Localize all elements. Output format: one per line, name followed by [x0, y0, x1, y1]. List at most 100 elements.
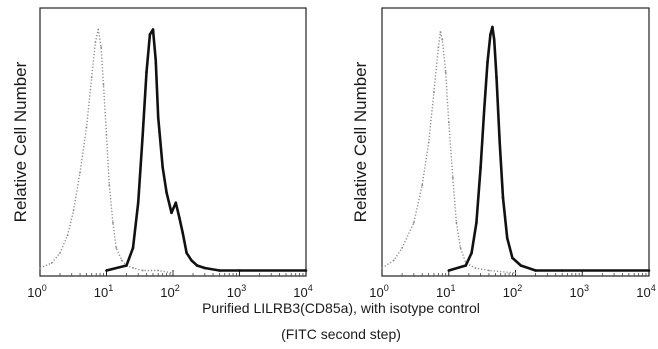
left-lilrb3-curve — [106, 28, 306, 272]
left-lilrb3-point-16 — [185, 251, 188, 255]
right-lilrb3-point-14 — [511, 256, 514, 260]
left-isotype-point-12 — [105, 134, 108, 136]
left-lilrb3-point-21 — [238, 269, 241, 272]
right-isotype-point-12 — [451, 176, 454, 179]
right-lilrb3-point-15 — [519, 264, 523, 267]
left-isotype-point-13 — [108, 184, 111, 187]
left-x-tick-label-3: 103 — [227, 283, 246, 300]
left-isotype-point-1 — [50, 262, 53, 264]
right-isotype-point-1 — [392, 259, 395, 262]
right-lilrb3-point-5 — [482, 108, 486, 112]
right-lilrb3-point-4 — [479, 166, 482, 169]
right-isotype-point-0 — [381, 267, 383, 269]
right-isotype-point-6 — [433, 91, 435, 94]
left-isotype-point-19 — [141, 269, 144, 272]
left-panel: Relative Cell Number 100 101 102 103 104 — [11, 7, 313, 300]
left-x-tick-label-2: 102 — [160, 283, 179, 300]
left-lilrb3-point-22 — [304, 269, 308, 272]
left-isotype-point-16 — [120, 259, 123, 262]
x-axis-caption-line-2: (FITC second step) — [281, 326, 401, 342]
left-lilrb3-point-18 — [195, 264, 199, 267]
left-lilrb3-point-19 — [203, 266, 206, 270]
left-lilrb3-point-7 — [151, 28, 155, 31]
right-panel: Relative Cell Number 100 101 102 103 104 — [351, 7, 656, 300]
right-lilrb3-point-0 — [447, 269, 451, 272]
left-x-ticks: 100 101 102 103 104 — [27, 270, 313, 300]
right-isotype-point-16 — [474, 267, 477, 269]
left-lilrb3-point-6 — [148, 33, 152, 36]
right-y-axis-label: Relative Cell Number — [351, 61, 370, 222]
right-isotype-point-10 — [444, 71, 447, 74]
right-lilrb3-point-17 — [560, 269, 564, 272]
left-x-tick-label-1: 101 — [94, 283, 113, 300]
left-isotype-point-4 — [72, 209, 75, 212]
left-lilrb3-point-12 — [170, 211, 173, 215]
left-lilrb3-point-13 — [174, 201, 178, 204]
left-isotype-point-6 — [85, 126, 88, 129]
right-lilrb3-point-6 — [486, 60, 489, 64]
left-isotype-point-0 — [39, 267, 41, 269]
left-lilrb3-point-1 — [125, 264, 128, 267]
left-isotype-point-5 — [79, 171, 81, 174]
right-isotype-point-5 — [427, 141, 430, 144]
left-isotype-point-10 — [100, 46, 102, 48]
left-isotype-point-15 — [115, 247, 118, 249]
left-lilrb3-point-20 — [218, 269, 221, 272]
right-lilrb3-curve — [448, 25, 649, 272]
left-isotype-point-21 — [172, 272, 174, 274]
right-lilrb3-point-8 — [491, 25, 494, 29]
right-lilrb3-point-12 — [501, 196, 505, 199]
left-lilrb3-point-4 — [141, 133, 144, 137]
right-isotype-point-8 — [439, 31, 442, 33]
left-x-tick-label-4: 104 — [293, 283, 312, 300]
right-isotype-point-18 — [514, 272, 517, 274]
left-isotype-point-3 — [66, 234, 69, 237]
left-isotype-point-11 — [102, 83, 105, 86]
right-isotype-point-14 — [459, 247, 462, 249]
left-y-axis-label: Relative Cell Number — [11, 61, 30, 222]
right-x-tick-label-4: 104 — [636, 283, 655, 300]
right-lilrb3-point-16 — [534, 269, 537, 272]
right-isotype-point-3 — [412, 221, 415, 224]
left-lilrb3-point-2 — [131, 246, 135, 250]
left-isotype-point-9 — [97, 28, 100, 31]
right-isotype-point-17 — [488, 269, 490, 272]
right-lilrb3-point-7 — [489, 33, 492, 36]
left-lilrb3-point-15 — [181, 231, 184, 235]
right-x-tick-label-1: 101 — [436, 283, 455, 300]
left-isotype-point-2 — [59, 252, 61, 254]
right-isotype-point-4 — [421, 184, 424, 187]
right-lilrb3-point-1 — [464, 264, 468, 267]
left-lilrb3-point-14 — [178, 216, 181, 220]
right-x-tick-label-0: 100 — [369, 283, 388, 300]
right-lilrb3-point-10 — [495, 75, 498, 79]
left-lilrb3-point-0 — [105, 269, 108, 272]
left-lilrb3-point-5 — [145, 70, 148, 74]
right-lilrb3-point-18 — [647, 269, 651, 272]
x-axis-caption-line-1: Purified LILRB3(CD85a), with isotype con… — [202, 300, 480, 316]
left-x-tick-label-0: 100 — [27, 283, 46, 300]
right-lilrb3-point-9 — [492, 38, 496, 41]
right-lilrb3-point-11 — [498, 141, 502, 144]
left-isotype-control-curve — [39, 28, 174, 274]
right-x-tick-label-3: 103 — [570, 283, 589, 300]
left-isotype-point-7 — [90, 76, 93, 79]
right-isotype-point-9 — [441, 38, 444, 41]
left-isotype-point-8 — [94, 41, 97, 43]
right-isotype-point-13 — [455, 221, 458, 224]
left-isotype-point-20 — [157, 269, 160, 272]
left-plot-frame — [39, 7, 307, 277]
right-isotype-point-7 — [437, 46, 440, 48]
right-x-tick-label-2: 102 — [503, 283, 522, 300]
right-isotype-point-2 — [401, 247, 403, 249]
right-isotype-point-11 — [447, 121, 450, 124]
right-lilrb3-point-13 — [505, 236, 509, 240]
right-x-ticks: 100 101 102 103 104 — [369, 270, 656, 300]
left-lilrb3-point-8 — [154, 58, 157, 61]
left-lilrb3-point-10 — [161, 166, 164, 169]
right-plot-frame — [381, 7, 650, 277]
right-lilrb3-point-3 — [475, 221, 478, 225]
left-isotype-point-18 — [132, 267, 134, 269]
left-series-layer — [39, 28, 308, 274]
